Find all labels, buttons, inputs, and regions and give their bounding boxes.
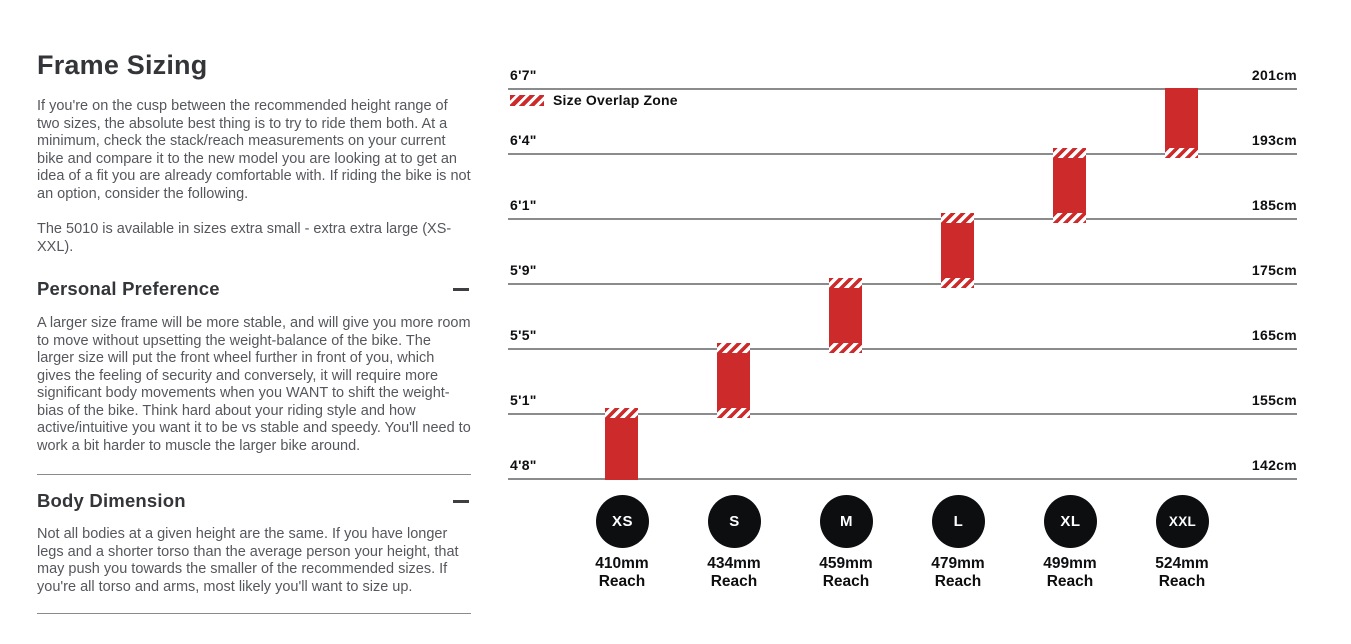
overlap-zone-bottom xyxy=(1165,148,1198,158)
overlap-zone-top xyxy=(829,278,862,288)
size-circle-xs: XS xyxy=(596,495,649,548)
height-cm-label: 185cm xyxy=(1251,197,1297,213)
reach-label-xxl: 524mm Reach xyxy=(1137,555,1227,591)
reach-caption: Reach xyxy=(710,573,758,590)
reach-label-s: 434mm Reach xyxy=(689,555,779,591)
overlap-hatch-swatch-icon xyxy=(510,94,544,106)
height-ft-label: 6'1" xyxy=(510,197,537,213)
height-gridline xyxy=(508,413,1297,415)
accordion-header-personal-preference[interactable]: Personal Preference xyxy=(37,278,471,300)
intro-paragraph: If you're on the cusp between the recomm… xyxy=(37,98,471,202)
height-ft-label: 5'5" xyxy=(510,327,537,343)
reach-value: 410mm xyxy=(595,555,649,572)
height-ft-label: 5'1" xyxy=(510,392,537,408)
reach-value: 524mm xyxy=(1155,555,1209,572)
reach-value: 479mm xyxy=(931,555,985,572)
reach-label-xs: 410mm Reach xyxy=(577,555,667,591)
accordion-header-body-dimension[interactable]: Body Dimension xyxy=(37,490,471,512)
reach-label-l: 479mm Reach xyxy=(913,555,1003,591)
size-circle-l: L xyxy=(932,495,985,548)
height-cm-label: 155cm xyxy=(1251,392,1297,408)
height-gridline xyxy=(508,348,1297,350)
overlap-zone-top xyxy=(717,343,750,353)
height-gridline xyxy=(508,218,1297,220)
legend-label: Size Overlap Zone xyxy=(553,92,678,108)
overlap-zone-top xyxy=(941,213,974,223)
overlap-zone-top xyxy=(1053,148,1086,158)
page-title: Frame Sizing xyxy=(37,50,208,80)
height-ft-label: 6'4" xyxy=(510,132,537,148)
personal-preference-paragraph: A larger size frame will be more stable,… xyxy=(37,315,471,454)
height-cm-label: 165cm xyxy=(1251,327,1297,343)
height-ft-label: 5'9" xyxy=(510,262,537,278)
height-ft-label: 4'8" xyxy=(510,457,537,473)
collapse-minus-icon[interactable] xyxy=(453,287,469,291)
overlap-zone-bottom xyxy=(717,408,750,418)
sizing-info-column: Frame Sizing If you're on the cusp betwe… xyxy=(37,0,471,644)
reach-label-m: 459mm Reach xyxy=(801,555,891,591)
reach-value: 499mm xyxy=(1043,555,1097,572)
height-cm-label: 142cm xyxy=(1251,457,1297,473)
body-dimension-paragraph: Not all bodies at a given height are the… xyxy=(37,526,459,595)
overlap-zone-bottom xyxy=(941,278,974,288)
size-circle-s: S xyxy=(708,495,761,548)
height-gridline xyxy=(508,88,1297,90)
size-bar-xl xyxy=(1053,148,1086,223)
section-title-body-dimension: Body Dimension xyxy=(37,490,186,511)
height-gridline xyxy=(508,478,1297,480)
reach-caption: Reach xyxy=(1158,573,1206,590)
size-bar-m xyxy=(829,278,862,353)
section-divider xyxy=(37,474,471,475)
size-circle-xl: XL xyxy=(1044,495,1097,548)
height-gridline xyxy=(508,153,1297,155)
size-bar-xs xyxy=(605,408,638,480)
height-cm-label: 175cm xyxy=(1251,262,1297,278)
size-circle-xxl: XXL xyxy=(1156,495,1209,548)
height-cm-label: 193cm xyxy=(1251,132,1297,148)
size-bar-xxl xyxy=(1165,88,1198,158)
height-gridline xyxy=(508,283,1297,285)
overlap-zone-bottom xyxy=(1053,213,1086,223)
availability-note: The 5010 is available in sizes extra sma… xyxy=(37,221,452,255)
section-divider xyxy=(37,613,471,614)
reach-value: 459mm xyxy=(819,555,873,572)
reach-caption: Reach xyxy=(1046,573,1094,590)
reach-label-xl: 499mm Reach xyxy=(1025,555,1115,591)
size-overlap-legend: Size Overlap Zone xyxy=(510,92,678,108)
size-circle-m: M xyxy=(820,495,873,548)
reach-caption: Reach xyxy=(598,573,646,590)
overlap-zone-top xyxy=(605,408,638,418)
reach-caption: Reach xyxy=(934,573,982,590)
collapse-minus-icon[interactable] xyxy=(453,499,469,503)
size-bar-s xyxy=(717,343,750,418)
size-bar-l xyxy=(941,213,974,288)
reach-caption: Reach xyxy=(822,573,870,590)
overlap-zone-bottom xyxy=(829,343,862,353)
reach-value: 434mm xyxy=(707,555,761,572)
height-cm-label: 201cm xyxy=(1251,67,1297,83)
section-title-personal-preference: Personal Preference xyxy=(37,278,220,299)
height-ft-label: 6'7" xyxy=(510,67,537,83)
